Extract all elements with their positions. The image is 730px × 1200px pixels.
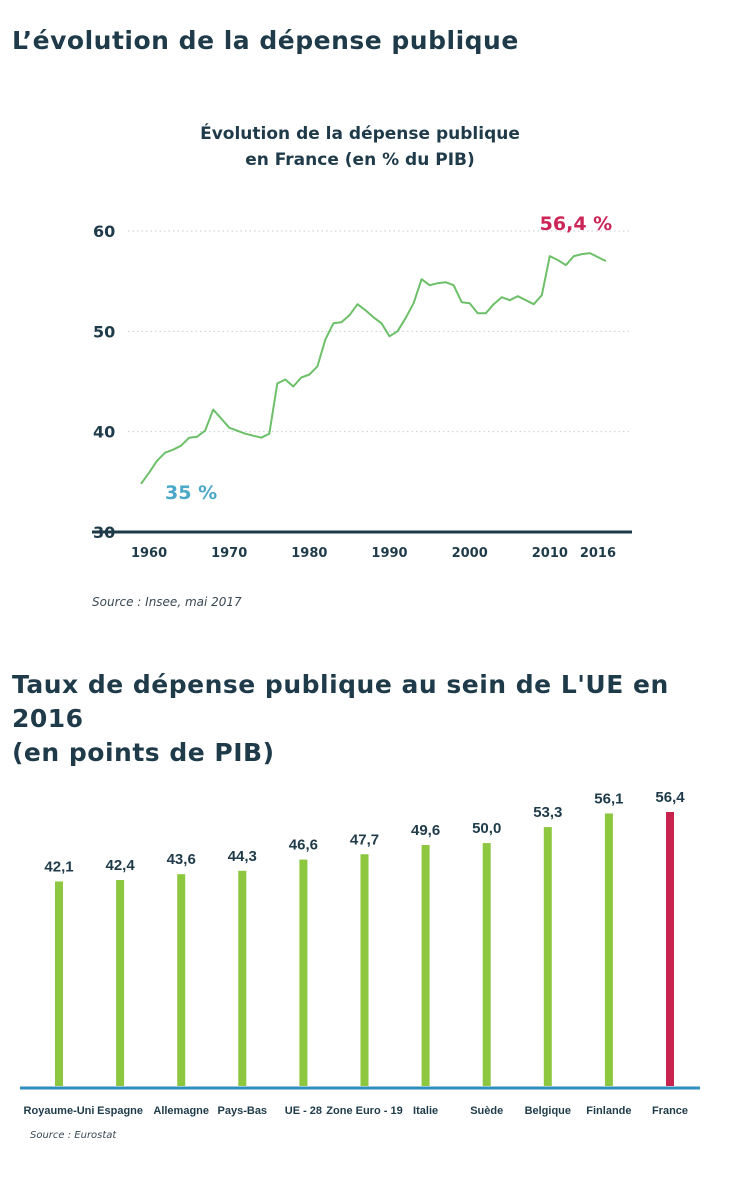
y-tick-label: 40: [93, 423, 115, 442]
series-line-depense-publique: [140, 252, 607, 485]
y-tick-label: 50: [93, 322, 115, 341]
x-tick-label: 2016: [580, 546, 616, 561]
bar-value-label: 50,0: [472, 820, 501, 837]
category-label: Zone Euro - 19: [326, 1105, 402, 1117]
bar: [55, 881, 63, 1086]
y-tick-label: 60: [93, 222, 115, 241]
bar-value-label: 42,4: [105, 857, 135, 874]
category-label: Espagne: [97, 1105, 143, 1117]
chart-title-line1: Évolution de la dépense publique: [200, 122, 520, 144]
annotation-end-value: 56,4 %: [540, 213, 613, 235]
bar-value-label: 42,1: [44, 858, 73, 875]
bar-value-label: 47,7: [350, 831, 379, 848]
category-label: Allemagne: [153, 1105, 209, 1117]
bar-value-label: 53,3: [533, 804, 562, 821]
x-tick-label: 2010: [532, 546, 568, 561]
chart-title-line2: en France (en % du PIB): [245, 150, 475, 170]
y-axis-ticks: 60 50 40 30: [93, 222, 115, 542]
bar: [360, 854, 369, 1086]
chart-gridlines: [92, 230, 632, 534]
x-tick-label: 1980: [291, 546, 327, 561]
bar: [116, 880, 125, 1086]
bar: [666, 812, 674, 1086]
bar: [543, 827, 552, 1086]
bar-value-label: 46,6: [289, 837, 318, 854]
category-label: Pays-Bas: [218, 1105, 268, 1117]
bar: [482, 843, 491, 1086]
bar: [604, 813, 613, 1086]
bar: [177, 874, 186, 1086]
category-label: Belgique: [525, 1105, 571, 1117]
bar: [299, 859, 308, 1086]
bar-value-label: 56,4: [655, 789, 685, 806]
x-tick-label: 1990: [371, 546, 407, 561]
x-tick-label: 2000: [452, 546, 488, 561]
category-label: France: [652, 1105, 688, 1117]
bar-value-label: 43,6: [167, 851, 196, 868]
bar-value-label: 56,1: [594, 790, 623, 807]
bar-value-label: 49,6: [411, 822, 440, 839]
bars-group: 42,1 Royaume-Uni 42,4 Espagne 43,6 Allemagne 4…: [24, 789, 688, 1117]
bar-value-label: 44,3: [228, 848, 257, 865]
category-label: UE - 28: [285, 1105, 322, 1117]
section-title-ue-line1: Taux de dépense publique au sein de L'UE…: [12, 668, 730, 770]
category-label: Finlande: [586, 1105, 631, 1117]
category-label: Royaume-Uni: [24, 1105, 95, 1117]
x-axis-ticks: 1960 1970 1980 1990 2000 2010 2016: [131, 546, 616, 561]
section-title-ue-text2: (en points de PIB): [12, 738, 275, 767]
y-tick-label: 30: [93, 523, 115, 542]
category-label: Suède: [470, 1105, 503, 1117]
x-tick-label: 1960: [131, 546, 167, 561]
x-tick-label: 1970: [211, 546, 247, 561]
category-label: Italie: [413, 1105, 438, 1117]
bar-chart-ue: 42,1 Royaume-Uni 42,4 Espagne 43,6 Allemagne 4…: [20, 789, 700, 1141]
annotation-start-value: 35 %: [165, 482, 217, 504]
page-title-evolution: L’évolution de la dépense publique: [12, 26, 519, 55]
line-chart-france: Évolution de la dépense publique en Fran…: [92, 122, 632, 609]
source-note-insee: Source : Insee, mai 2017: [92, 595, 242, 609]
bar: [421, 845, 430, 1086]
source-note-eurostat: Source : Eurostat: [30, 1130, 117, 1141]
section-title-ue-text1: Taux de dépense publique au sein de L'UE…: [12, 670, 669, 733]
bar: [238, 870, 247, 1086]
